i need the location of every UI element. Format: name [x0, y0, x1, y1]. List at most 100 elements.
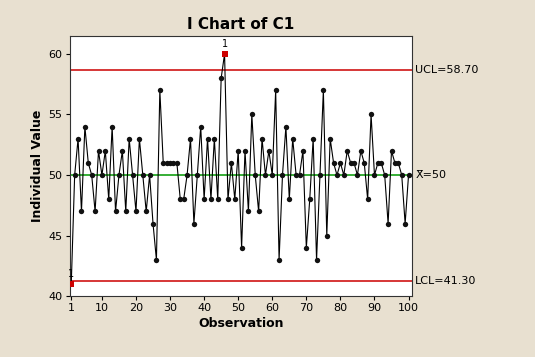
Point: [156, 87, 164, 93]
Point: [224, 196, 232, 202]
Point: [118, 148, 127, 154]
Point: [387, 148, 396, 154]
Point: [81, 124, 89, 130]
Point: [316, 172, 324, 178]
Point: [248, 112, 256, 117]
Point: [104, 196, 113, 202]
Point: [330, 160, 338, 166]
Point: [200, 196, 209, 202]
Point: [336, 160, 345, 166]
Point: [217, 75, 225, 81]
Point: [128, 172, 137, 178]
Text: LCL=41.30: LCL=41.30: [415, 276, 477, 286]
Point: [312, 257, 321, 263]
Point: [173, 160, 181, 166]
Title: I Chart of C1: I Chart of C1: [187, 17, 294, 32]
Point: [343, 148, 351, 154]
Point: [278, 172, 287, 178]
Point: [251, 172, 259, 178]
Point: [231, 196, 239, 202]
Point: [309, 136, 317, 142]
Point: [196, 124, 205, 130]
Point: [398, 172, 406, 178]
Point: [353, 172, 362, 178]
Y-axis label: Individual Value: Individual Value: [32, 110, 44, 222]
Text: 1: 1: [68, 269, 74, 279]
Point: [323, 233, 331, 238]
Point: [261, 172, 270, 178]
Point: [166, 160, 174, 166]
Point: [210, 136, 219, 142]
Point: [394, 160, 403, 166]
Point: [169, 160, 178, 166]
Point: [234, 148, 242, 154]
Point: [125, 136, 133, 142]
Point: [139, 172, 147, 178]
Point: [326, 136, 334, 142]
Point: [346, 160, 355, 166]
Point: [114, 172, 123, 178]
Point: [401, 221, 409, 226]
Point: [152, 257, 160, 263]
Point: [340, 172, 348, 178]
Point: [91, 208, 100, 214]
Point: [176, 196, 185, 202]
Point: [87, 172, 96, 178]
Point: [356, 148, 365, 154]
Point: [77, 208, 86, 214]
Point: [186, 136, 195, 142]
Point: [285, 196, 294, 202]
Point: [305, 196, 314, 202]
Point: [213, 196, 222, 202]
Text: X̅=50: X̅=50: [415, 170, 446, 180]
Point: [94, 148, 103, 154]
Point: [121, 208, 130, 214]
Point: [183, 172, 192, 178]
Point: [238, 245, 246, 251]
Point: [203, 136, 212, 142]
Point: [271, 87, 280, 93]
Point: [74, 136, 82, 142]
Point: [380, 172, 389, 178]
Point: [268, 172, 277, 178]
Point: [146, 172, 154, 178]
Point: [84, 160, 93, 166]
Point: [391, 160, 399, 166]
Point: [299, 148, 307, 154]
Point: [295, 172, 304, 178]
Text: UCL=58.70: UCL=58.70: [415, 65, 479, 75]
Point: [241, 148, 249, 154]
X-axis label: Observation: Observation: [198, 317, 284, 331]
Point: [367, 112, 376, 117]
Point: [288, 136, 297, 142]
Point: [244, 208, 253, 214]
Point: [207, 196, 215, 202]
Point: [67, 281, 75, 287]
Point: [319, 87, 327, 93]
Point: [159, 160, 167, 166]
Point: [108, 124, 117, 130]
Point: [179, 196, 188, 202]
Point: [373, 160, 382, 166]
Point: [227, 160, 235, 166]
Point: [404, 172, 413, 178]
Point: [193, 172, 202, 178]
Point: [292, 172, 300, 178]
Point: [360, 160, 369, 166]
Point: [162, 160, 171, 166]
Point: [220, 51, 229, 57]
Point: [111, 208, 120, 214]
Point: [254, 208, 263, 214]
Point: [97, 172, 106, 178]
Point: [149, 221, 157, 226]
Point: [350, 160, 358, 166]
Point: [258, 136, 266, 142]
Point: [377, 160, 386, 166]
Point: [142, 208, 150, 214]
Point: [132, 208, 140, 214]
Point: [281, 124, 290, 130]
Point: [333, 172, 341, 178]
Point: [101, 148, 110, 154]
Point: [275, 257, 284, 263]
Point: [370, 172, 379, 178]
